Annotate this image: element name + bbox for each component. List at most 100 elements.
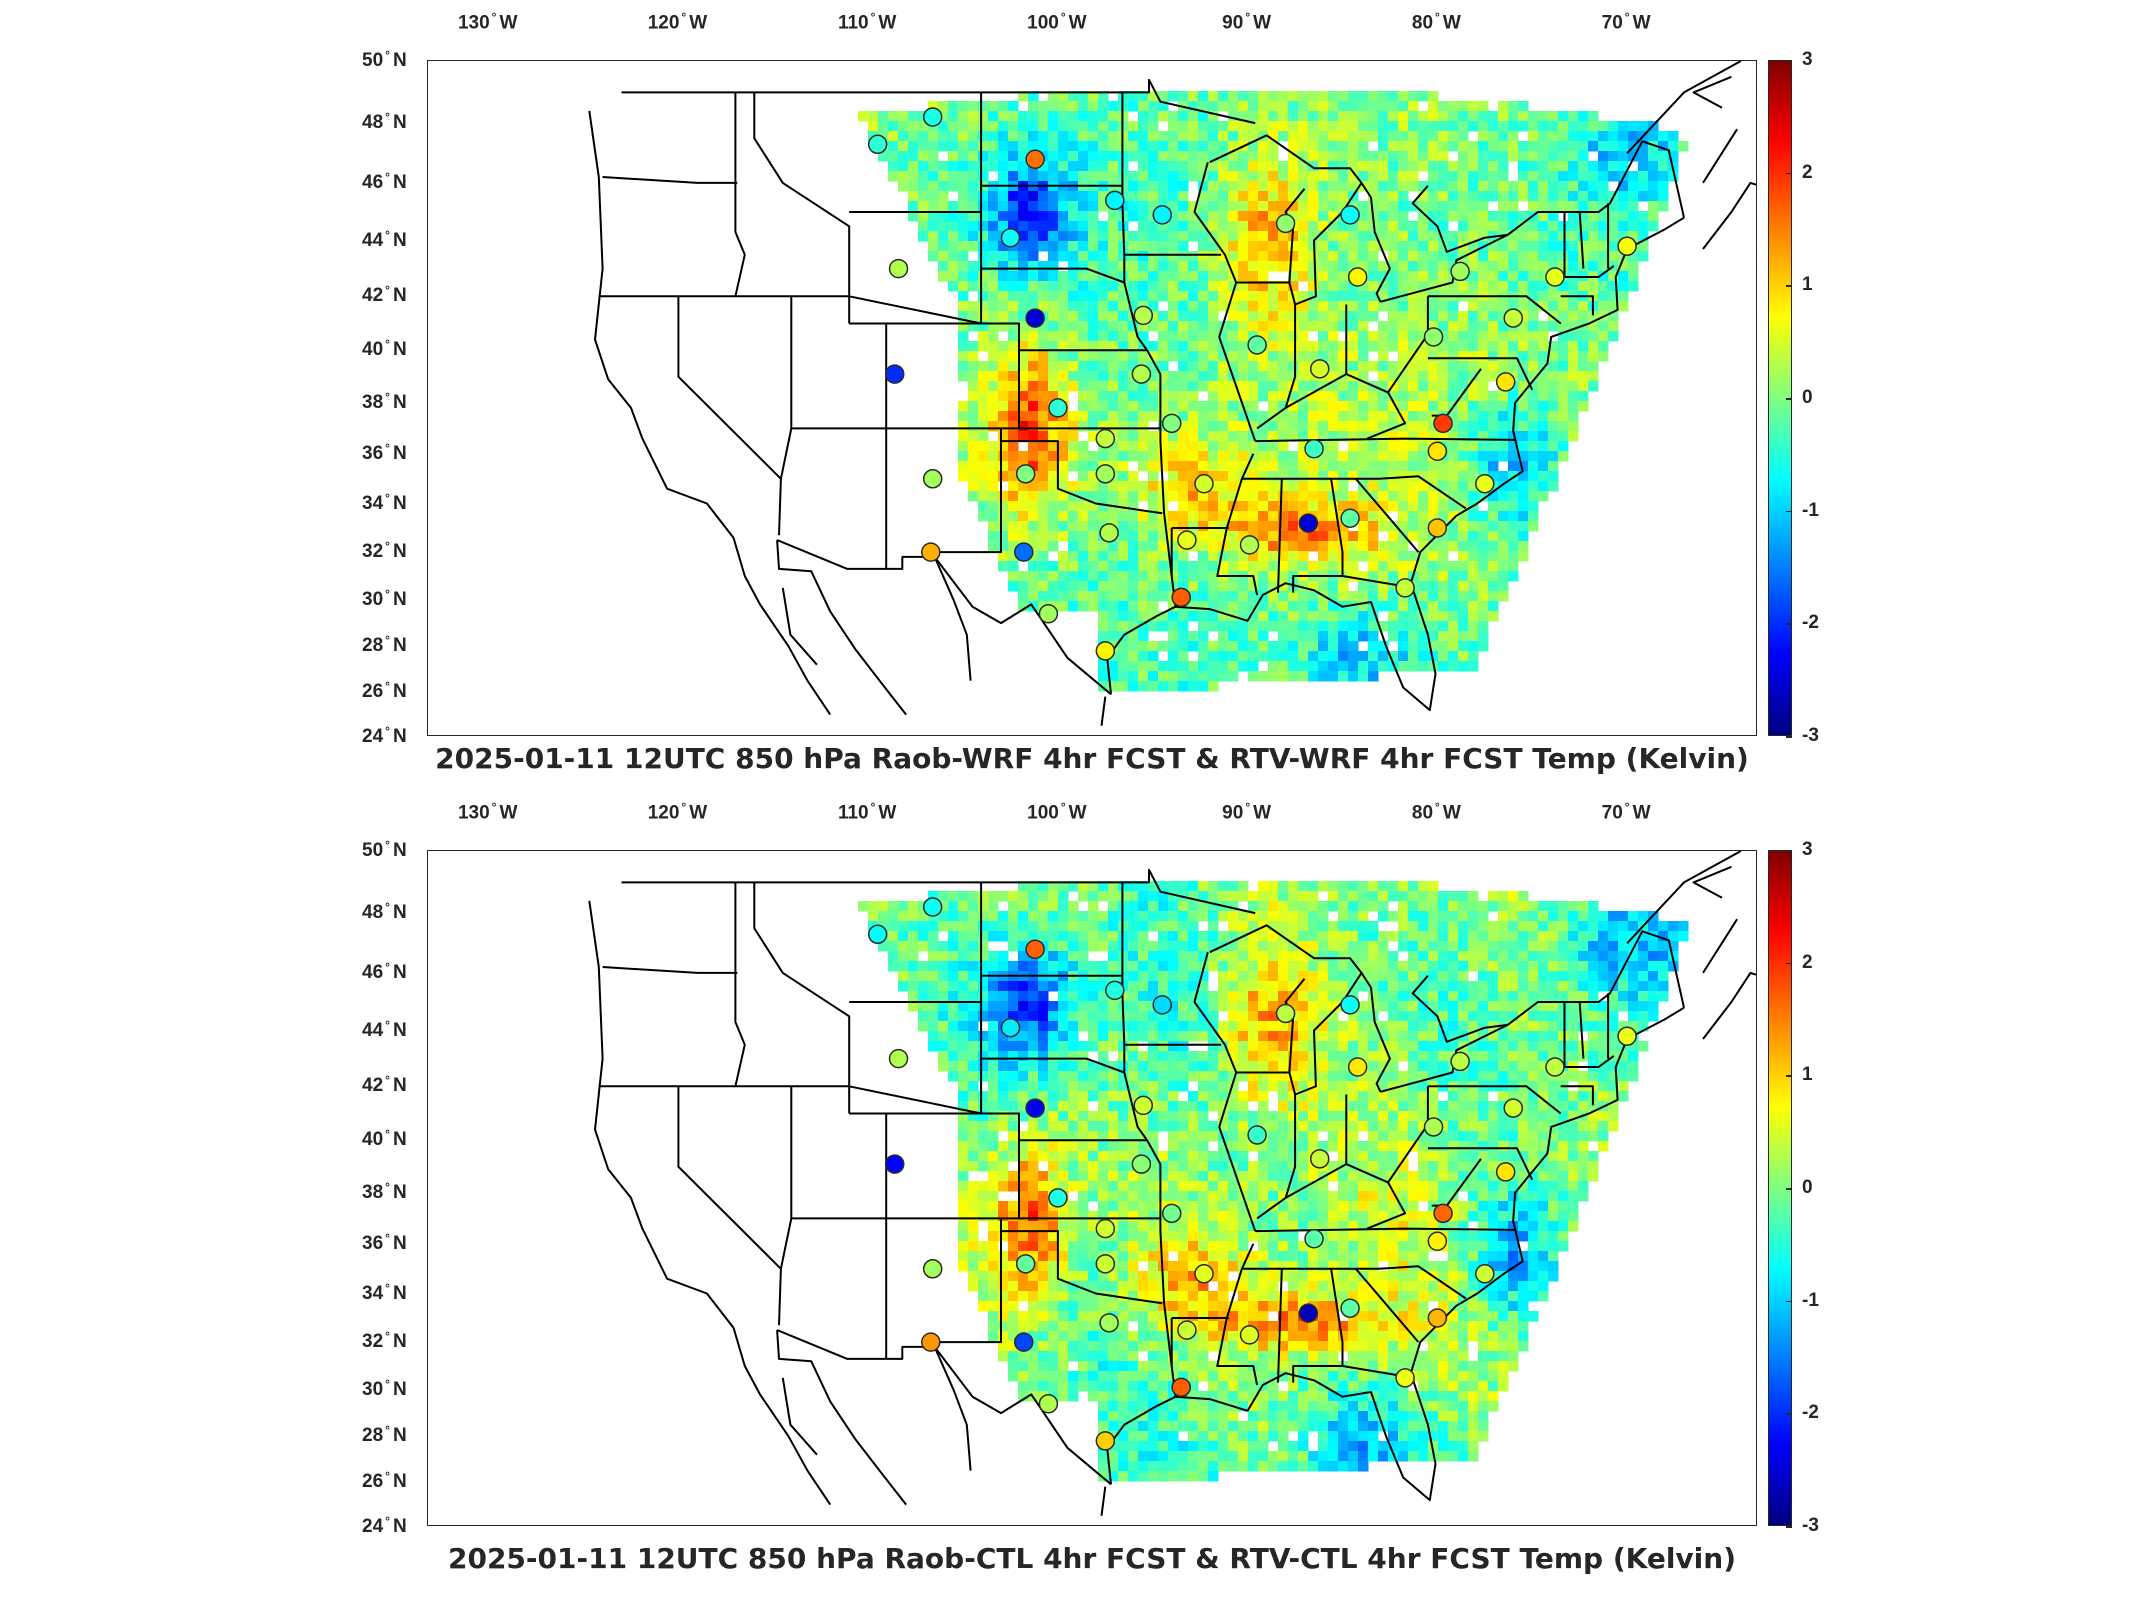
raob-station-marker <box>922 1259 943 1279</box>
raob-station-marker <box>1025 939 1045 960</box>
map-frame <box>427 850 1757 1526</box>
temperature-field <box>858 91 1689 692</box>
raob-station-marker <box>1171 1377 1191 1398</box>
raob-station-marker <box>1275 213 1296 234</box>
map-panel-bottom: 130 ° W 120 ° W 110 ° W 100 ° W 90 ° W 80 ° W 70 ° W 50 ° N 48 °… <box>0 790 2133 1600</box>
colorbar-tick-label: -3 <box>1802 1515 1819 1536</box>
colorbar-tick-label: 0 <box>1802 1177 1813 1198</box>
raob-station-marker <box>1304 1228 1324 1249</box>
latitude-tick-label: 44 ° N <box>362 1017 407 1041</box>
latitude-tick-label: 34 ° N <box>362 1280 407 1304</box>
colorbar-tick-label: 1 <box>1802 1064 1813 1086</box>
colorbar-tick-label: 0 <box>1802 387 1813 408</box>
raob-station-marker <box>1347 267 1368 287</box>
raob-station-marker <box>1038 1394 1059 1414</box>
raob-station-marker <box>1194 1264 1214 1284</box>
latitude-tick-label: 24 ° N <box>362 723 407 748</box>
raob-station-marker <box>1298 1303 1319 1323</box>
longitude-tick-label: 130 ° W <box>457 10 518 34</box>
raob-station-marker <box>1048 1188 1068 1208</box>
latitude-tick-label: 24 ° N <box>362 1513 407 1538</box>
raob-station-marker <box>1433 413 1453 434</box>
raob-station-marker <box>1423 1117 1444 1137</box>
raob-station-marker <box>1617 1026 1637 1046</box>
colorbar-tick-mark <box>1786 1300 1792 1303</box>
latitude-tick-label: 26 ° N <box>362 1468 407 1493</box>
raob-station-marker <box>1105 190 1125 211</box>
raob-station-marker <box>1177 1320 1197 1340</box>
raob-station-marker <box>1095 641 1116 661</box>
colorbar-tick-mark <box>1786 285 1792 287</box>
raob-station-marker <box>1347 1057 1368 1077</box>
raob-station-marker <box>1015 464 1036 484</box>
colorbar-tick-label: 1 <box>1802 274 1813 296</box>
raob-station-marker <box>888 1048 909 1069</box>
latitude-tick-label: 28 ° N <box>362 633 407 657</box>
raob-station-marker <box>1095 1254 1116 1274</box>
longitude-tick-label: 130 ° W <box>457 800 518 824</box>
raob-station-marker <box>1177 530 1197 550</box>
raob-station-marker <box>1239 535 1260 555</box>
raob-station-marker <box>1423 327 1444 347</box>
map-frame <box>427 60 1757 736</box>
temperature-field <box>858 881 1689 1482</box>
colorbar-tick-mark <box>1786 736 1792 738</box>
colorbar-tick-label: -2 <box>1802 612 1819 634</box>
colorbar-tick-label: 3 <box>1802 839 1813 860</box>
latitude-tick-label: 26 ° N <box>362 678 407 703</box>
latitude-tick-label: 48 ° N <box>362 899 407 924</box>
colorbar-tick-label: -2 <box>1802 1402 1819 1424</box>
latitude-tick-label: 38 ° N <box>362 389 407 413</box>
raob-station-marker <box>1427 518 1448 538</box>
map-caption: 2025-01-11 12UTC 850 hPa Raob-WRF 4hr FC… <box>435 742 1749 775</box>
longitude-tick-label: 110 ° W <box>837 800 897 824</box>
raob-station-marker <box>1617 236 1637 256</box>
raob-station-marker <box>1013 1332 1034 1352</box>
longitude-tick-label: 70 ° W <box>1601 10 1651 34</box>
latitude-tick-label: 42 ° N <box>362 1073 407 1097</box>
raob-station-marker <box>867 134 888 155</box>
colorbar-tick-mark <box>1786 398 1792 400</box>
raob-station-marker <box>1161 413 1182 434</box>
map-caption: 2025-01-11 12UTC 850 hPa Raob-CTL 4hr FC… <box>447 1542 1736 1575</box>
raob-station-marker <box>1395 1368 1415 1388</box>
longitude-tick-label: 110 ° W <box>837 10 897 34</box>
colorbar-tick-mark <box>1786 510 1792 513</box>
state-boundaries <box>588 61 1756 726</box>
latitude-tick-label: 42 ° N <box>362 283 407 307</box>
raob-station-marker <box>1503 1098 1523 1118</box>
colorbar-tick-label: -3 <box>1802 725 1819 746</box>
latitude-tick-label: 32 ° N <box>362 1328 407 1353</box>
raob-station-marker <box>1133 305 1154 326</box>
raob-station-marker <box>1247 1125 1267 1145</box>
raob-station-marker <box>1545 1057 1565 1077</box>
raob-station-marker <box>1131 1154 1152 1174</box>
raob-station-marker <box>1475 1264 1495 1284</box>
latitude-tick-label: 50 ° N <box>362 47 407 72</box>
colorbar-tick-label: 2 <box>1802 951 1813 973</box>
raob-station-marker <box>1427 441 1448 462</box>
latitude-tick-label: 40 ° N <box>362 1127 407 1151</box>
raob-station-marker <box>1105 980 1125 1001</box>
raob-station-marker <box>1340 508 1360 528</box>
latitude-tick-label: 30 ° N <box>362 1376 407 1400</box>
raob-station-marker <box>1239 1325 1260 1345</box>
raob-station-marker <box>1095 1218 1116 1239</box>
raob-station-marker <box>922 897 943 917</box>
raob-station-marker <box>1340 1298 1360 1318</box>
raob-station-marker <box>1340 995 1360 1015</box>
raob-station-marker <box>1427 1231 1448 1252</box>
raob-station-marker <box>1000 227 1021 248</box>
raob-station-marker <box>921 542 941 562</box>
raob-station-marker <box>922 107 943 127</box>
raob-station-marker <box>1015 1254 1036 1274</box>
latitude-tick-label: 38 ° N <box>362 1179 407 1203</box>
raob-station-marker <box>1433 1203 1453 1224</box>
colorbar-tick-mark <box>1786 1188 1792 1190</box>
raob-station-marker <box>884 364 905 384</box>
raob-station-marker <box>922 469 943 489</box>
colorbar-tick-label: 2 <box>1802 161 1813 183</box>
colorbar-tick-mark <box>1786 962 1792 965</box>
latitude-tick-label: 28 ° N <box>362 1423 407 1447</box>
colorbar-tick-mark <box>1786 850 1792 852</box>
